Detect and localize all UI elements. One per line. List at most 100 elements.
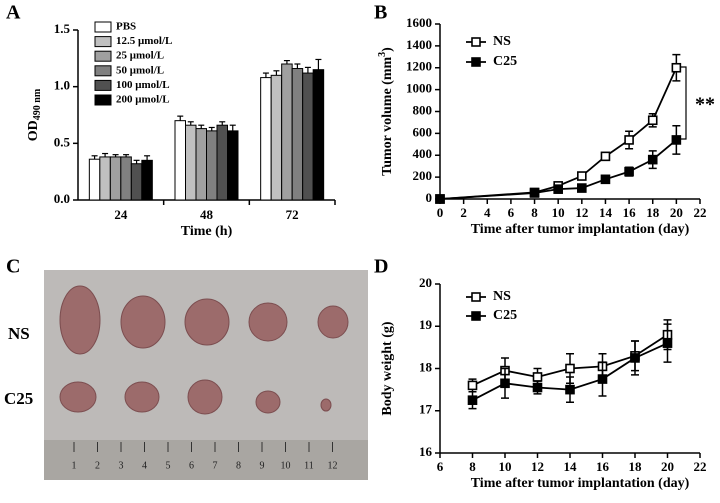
series-line [439,67,678,200]
x-tick-label: 14 [599,205,613,220]
x-tick-label: 18 [646,205,660,220]
y-label-text: OD [26,120,41,141]
y-tick-label: 17 [419,402,433,417]
tumor [124,381,160,413]
tumors [59,285,349,415]
panel-label: B [374,2,387,24]
tumor [184,298,230,346]
marker [500,378,510,389]
legend-label: C25 [493,308,517,323]
x-tick-label: 16 [596,459,610,474]
bar [141,159,153,201]
ruler [44,440,368,480]
bar [281,63,293,201]
legend-marker [471,37,481,47]
annotation: ** [695,94,715,116]
x-tick-label: 72 [286,207,299,222]
x-tick-label: 24 [114,207,128,222]
y-label-text: Body weight (g) [380,321,395,415]
x-tick-label: 22 [694,205,707,220]
ruler-label: 1 [72,460,77,471]
y-tick-label: 0 [426,190,433,205]
bar [174,120,186,201]
ruler-label: 10 [281,460,291,471]
x-axis-label: Time after tumor implantation (day) [471,222,690,237]
marker [597,374,608,384]
ruler-label: 11 [304,460,314,471]
bar [88,158,101,201]
y-tick-label: 1600 [406,15,432,30]
marker [647,154,658,165]
y-label-sub: 490 nm [32,88,43,120]
legend-marker [471,57,481,67]
y-label-text: Tumor volume (mm [380,56,395,175]
x-axis-label: Time after tumor implantation (day) [471,476,690,491]
legend-label: NS [493,34,511,49]
tumor [59,381,97,413]
marker [577,183,587,193]
marker [600,174,611,185]
ruler-label: 7 [213,460,218,471]
marker [577,171,587,181]
y-tick-label: 1000 [406,81,432,96]
tumor [120,295,166,349]
row-label: C25 [4,389,33,408]
y-axis-label: OD490 nm [26,88,43,141]
legend-label: C25 [493,54,517,69]
bar [130,163,143,201]
ruler-label: 3 [119,460,124,471]
x-tick-label: 20 [670,205,683,220]
ruler-label: 12 [328,460,338,471]
ruler-label: 6 [189,460,194,471]
marker [671,62,682,73]
bar [99,156,111,201]
legend-marker [471,311,481,321]
marker [532,372,543,382]
bar [260,77,272,201]
x-tick-label: 0 [437,205,444,220]
legend-label: 100 μmol/L [116,79,170,91]
legend-swatch [94,36,112,48]
ruler-label: 9 [260,460,265,471]
significance-bracket [680,66,687,140]
tumor [248,302,288,342]
y-label-sup: 3 [377,52,388,57]
marker [565,363,575,374]
bar [195,128,207,201]
x-tick-label: 20 [661,459,674,474]
legend-swatch [94,21,112,33]
panel-label: A [6,2,21,24]
y-tick-label: 1200 [406,59,432,74]
legend-label: PBS [116,21,136,33]
bar [312,69,325,201]
y-tick-label: 1.5 [54,21,71,36]
legend-swatch [94,65,112,77]
panel-label: D [374,256,388,278]
marker [630,353,640,363]
y-tick-label: 200 [413,168,433,183]
marker [662,338,673,348]
y-axis-label: Body weight (g) [380,321,395,415]
bar [227,130,239,201]
bar [120,156,132,201]
y-tick-label: 600 [413,124,433,139]
x-tick-label: 8 [469,459,476,474]
marker [529,188,540,198]
marker [671,135,682,145]
ruler-label: 5 [166,460,171,471]
marker [532,382,543,393]
tumor [255,390,281,414]
row-label: NS [8,324,30,343]
marker [467,395,478,405]
bar [291,68,304,201]
x-tick-label: 4 [484,205,491,220]
marker [553,184,563,194]
ruler-label: 2 [95,460,100,471]
bar [270,74,283,201]
bar [206,130,218,201]
tumor-photo: 1 2 3 4 5 6 7 8 9 10 11 12 [44,270,368,480]
legend-swatch [94,94,112,106]
legend-label: 50 μmol/L [116,64,164,76]
legend-swatch [94,79,112,91]
